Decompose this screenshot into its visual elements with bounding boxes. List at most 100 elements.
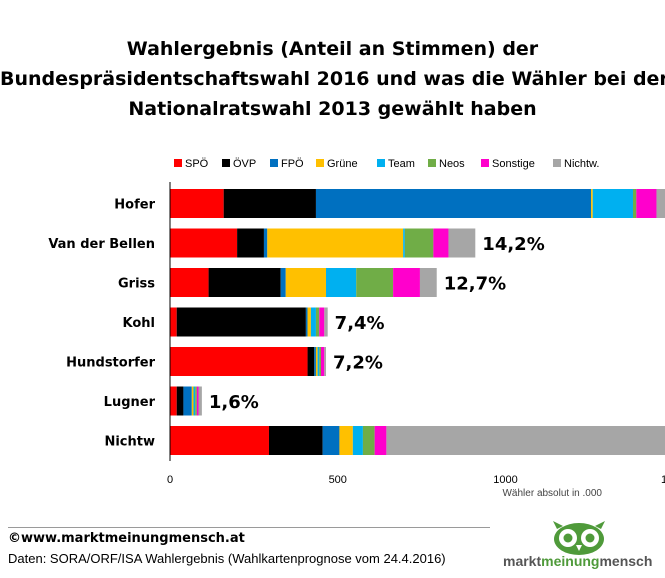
bar-lugner-oevp	[176, 386, 184, 416]
bar-hundstorfer-gruene	[315, 347, 318, 376]
bar-van-der-bellen-oevp	[237, 228, 264, 258]
category-label-kohl: Kohl	[123, 316, 156, 331]
bar-lugner-nichtw	[198, 386, 202, 416]
bar-hofer-fpoe	[315, 189, 592, 218]
copyright: ©www.marktmeinungmensch.at	[8, 531, 245, 546]
legend: SPÖ ÖVP FPÖ Grüne Team Neos Sonstige Nichtw.	[174, 158, 599, 170]
logo-text-meinung: meinung	[541, 553, 600, 569]
category-label-hundstorfer: Hundstorfer	[66, 356, 155, 371]
bar-nichtw-team	[352, 426, 363, 455]
bar-hundstorfer-team	[317, 347, 320, 376]
category-label-van-der-bellen: Van der Bellen	[48, 237, 155, 252]
bar-griss-gruene	[285, 268, 327, 297]
data-label-van-der-bellen: 14,2%	[482, 234, 544, 255]
bar-hundstorfer-spoe	[170, 347, 308, 376]
bar-griss-neos	[356, 268, 394, 297]
bar-kohl-spoe	[170, 307, 177, 337]
legend-swatch-fpoe	[270, 159, 278, 167]
logo-text-markt: markt	[503, 553, 542, 569]
bar-hofer-neos	[632, 189, 637, 218]
bar-griss-nichtw	[419, 268, 437, 297]
bar-hofer-spoe	[170, 189, 224, 218]
bar-nichtw-spoe	[170, 426, 269, 455]
data-label-lugner: 1,6%	[209, 392, 259, 413]
bar-van-der-bellen-gruene	[267, 228, 404, 258]
bar-griss-fpoe	[280, 268, 286, 297]
data-label-kohl: 7,4%	[335, 313, 385, 334]
legend-swatch-team	[377, 159, 385, 167]
data-label-griss: 12,7%	[444, 274, 506, 295]
x-tick-label-0: 0	[167, 474, 173, 486]
bar-hofer-gruene	[591, 189, 593, 218]
owl-icon	[553, 521, 605, 555]
bar-griss-spoe	[170, 268, 209, 297]
bar-lugner-gruene	[191, 386, 194, 416]
bar-kohl-nichtw	[324, 307, 328, 337]
bar-lugner-spoe	[170, 386, 177, 416]
bar-kohl-sonstige	[319, 307, 325, 337]
bar-van-der-bellen-spoe	[170, 228, 238, 258]
logo-text: marktmeinungmensch	[503, 553, 658, 569]
bar-nichtw-gruene	[339, 426, 353, 455]
bar-nichtw-nichtw	[386, 426, 665, 455]
bar-hundstorfer-sonstige	[320, 347, 325, 376]
legend-swatch-nichtw	[553, 159, 561, 167]
bar-van-der-bellen-nichtw	[448, 228, 476, 258]
bar-hundstorfer-oevp	[307, 347, 315, 376]
category-label-griss: Griss	[118, 277, 155, 292]
bar-lugner-team	[193, 386, 196, 416]
bar-hofer-sonstige	[636, 189, 657, 218]
bar-lugner-neos	[195, 386, 197, 416]
bar-hofer-nichtw	[656, 189, 665, 218]
bar-hundstorfer-nichtw	[324, 347, 327, 376]
x-tick-label-500: 500	[329, 474, 347, 486]
data-source: Daten: SORA/ORF/ISA Wahlergebnis (Wahlka…	[8, 551, 446, 566]
legend-swatch-neos	[428, 159, 436, 167]
bar-van-der-bellen-team	[403, 228, 405, 258]
bar-griss-team	[326, 268, 357, 297]
bar-nichtw-sonstige	[374, 426, 387, 455]
bar-hofer-team	[592, 189, 633, 218]
title-line-1: Wahlergebnis (Anteil an Stimmen) der	[126, 38, 539, 60]
legend-label-gruene: Grüne	[327, 158, 358, 170]
bar-van-der-bellen-fpoe	[263, 228, 268, 258]
bar-lugner-sonstige	[196, 386, 199, 416]
bar-hundstorfer-neos	[319, 347, 321, 376]
bar-kohl-fpoe	[305, 307, 308, 337]
legend-label-nichtw: Nichtw.	[564, 158, 599, 170]
bar-kohl-oevp	[176, 307, 306, 337]
legend-label-oevp: ÖVP	[233, 158, 256, 170]
x-tick-label-1000: 1000	[493, 474, 517, 486]
legend-swatch-sonstige	[481, 159, 489, 167]
bar-griss-sonstige	[393, 268, 420, 297]
bar-van-der-bellen-neos	[404, 228, 434, 258]
legend-swatch-spoe	[174, 159, 182, 167]
bars: Hofer23,5%Van der Bellen14,2%Griss12,7%K…	[48, 189, 665, 455]
title-line-2: Bundespräsidentschaftswahl 2016 und was …	[0, 68, 665, 90]
stacked-bar-chart: SPÖ ÖVP FPÖ Grüne Team Neos Sonstige Nichtw. Ho…	[48, 158, 665, 499]
x-tick-label-1500: 1500	[661, 474, 665, 486]
x-axis-label: Wähler absolut in .000	[502, 488, 602, 499]
category-label-nichtw: Nichtw	[104, 435, 155, 450]
bar-nichtw-oevp	[268, 426, 323, 455]
legend-swatch-oevp	[222, 159, 230, 167]
data-label-hundstorfer: 7,2%	[333, 353, 383, 374]
x-axis: 05001000150020002500Wähler absolut in .0…	[167, 182, 665, 499]
logo-text-mensch: mensch	[599, 553, 653, 569]
bar-kohl-gruene	[307, 307, 311, 337]
title-line-3: Nationalratswahl 2013 gewählt haben	[128, 98, 537, 120]
bar-griss-oevp	[208, 268, 281, 297]
legend-label-neos: Neos	[439, 158, 465, 170]
bar-nichtw-neos	[362, 426, 375, 455]
legend-swatch-gruene	[316, 159, 324, 167]
bar-kohl-neos	[315, 307, 320, 337]
legend-label-fpoe: FPÖ	[281, 158, 304, 170]
chart-title: Wahlergebnis (Anteil an Stimmen) der Bun…	[0, 34, 665, 124]
bar-hofer-oevp	[223, 189, 316, 218]
footer-divider	[8, 527, 490, 528]
legend-label-spoe: SPÖ	[185, 158, 209, 170]
bar-van-der-bellen-sonstige	[433, 228, 449, 258]
legend-label-sonstige: Sonstige	[492, 158, 535, 170]
category-label-hofer: Hofer	[114, 198, 155, 213]
legend-label-team: Team	[388, 158, 415, 170]
